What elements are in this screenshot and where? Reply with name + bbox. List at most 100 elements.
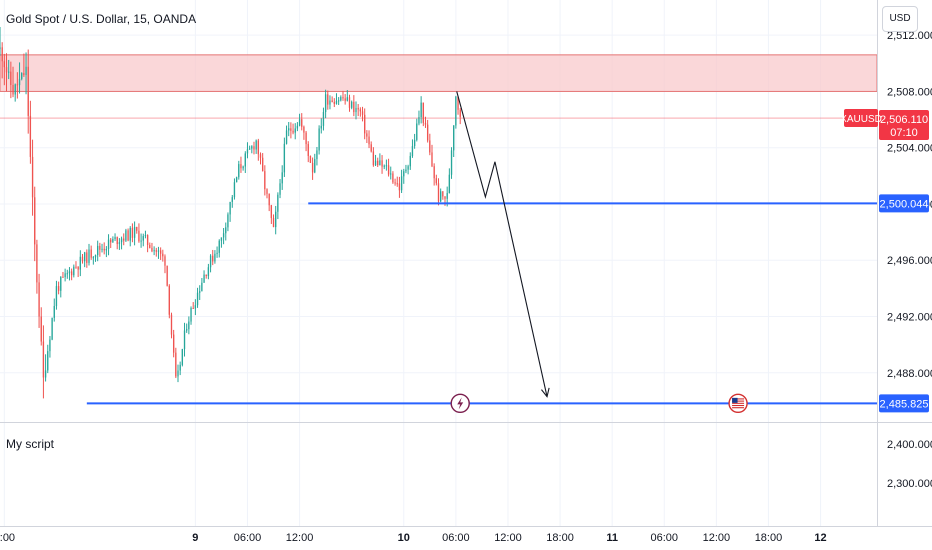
candle-body bbox=[47, 351, 49, 371]
candle bbox=[53, 298, 55, 322]
candle bbox=[44, 354, 47, 382]
candle bbox=[322, 107, 325, 131]
candle-body bbox=[290, 128, 292, 131]
candle-body bbox=[240, 164, 242, 169]
currency-button[interactable]: USD bbox=[882, 6, 918, 32]
candle-body bbox=[196, 292, 199, 306]
candle-body bbox=[53, 306, 55, 318]
candle-body bbox=[242, 166, 244, 169]
candle-body bbox=[314, 159, 316, 173]
candle bbox=[57, 281, 60, 295]
candle-body bbox=[44, 370, 47, 378]
candle bbox=[68, 267, 71, 281]
candle-body bbox=[229, 201, 231, 215]
candle-body bbox=[301, 119, 303, 127]
candle-body bbox=[199, 291, 201, 293]
candle-body bbox=[327, 94, 329, 105]
candle bbox=[144, 230, 147, 239]
candle-body bbox=[359, 109, 362, 112]
candle-body bbox=[342, 97, 344, 99]
candle-body bbox=[36, 244, 38, 283]
candle-body bbox=[83, 252, 86, 262]
candle bbox=[255, 139, 257, 154]
candle bbox=[188, 316, 190, 335]
candle bbox=[183, 322, 186, 357]
candle-body bbox=[444, 196, 446, 199]
candle bbox=[459, 108, 461, 125]
candle-body bbox=[207, 267, 210, 277]
candle bbox=[346, 90, 348, 102]
candle bbox=[218, 239, 220, 258]
candle-body bbox=[25, 66, 27, 76]
candle-body bbox=[12, 84, 14, 95]
time-tick-label: 18:00 bbox=[546, 532, 574, 544]
event-markers bbox=[450, 393, 748, 414]
candle-body bbox=[431, 152, 433, 167]
candle-body bbox=[77, 266, 79, 270]
flag-stripe bbox=[732, 398, 745, 400]
level-price-tag-bg bbox=[879, 194, 929, 213]
candle bbox=[129, 226, 131, 247]
candle-body bbox=[60, 276, 62, 291]
candle-body bbox=[416, 123, 418, 140]
candle-body bbox=[149, 244, 151, 248]
candle bbox=[51, 317, 53, 341]
candle bbox=[209, 254, 212, 273]
candle bbox=[277, 192, 279, 220]
candle-body bbox=[455, 96, 457, 126]
candle bbox=[116, 236, 118, 250]
candle bbox=[340, 95, 342, 102]
candle bbox=[38, 273, 40, 328]
candle bbox=[283, 137, 286, 177]
candle bbox=[203, 270, 205, 283]
candle bbox=[97, 240, 99, 262]
candle bbox=[251, 145, 253, 154]
flag-stripe bbox=[732, 407, 745, 409]
candle-body bbox=[303, 126, 305, 133]
candle bbox=[240, 156, 242, 173]
candle-body bbox=[62, 276, 64, 278]
candle bbox=[303, 125, 305, 140]
candle bbox=[142, 233, 144, 247]
candle bbox=[120, 236, 123, 250]
time-tick-label: 06:00 bbox=[442, 532, 470, 544]
candle bbox=[333, 98, 335, 108]
candle-body bbox=[218, 240, 220, 253]
candle-body bbox=[81, 256, 84, 262]
candle bbox=[298, 113, 301, 127]
candle bbox=[433, 163, 435, 186]
candle bbox=[101, 243, 103, 253]
candle bbox=[153, 246, 155, 256]
symbol-tag-text: XAUUSD bbox=[840, 114, 882, 125]
candle bbox=[114, 233, 116, 241]
candle-body bbox=[205, 274, 207, 277]
candle bbox=[314, 153, 316, 174]
candle bbox=[366, 130, 368, 144]
candle-body bbox=[79, 256, 81, 270]
candle-body bbox=[112, 238, 114, 243]
last-price-tag-bg bbox=[879, 110, 929, 141]
candle bbox=[400, 169, 403, 194]
candle bbox=[248, 145, 251, 150]
time-axis[interactable]: 2:00 9 06:00 12:00 10 06:00 12:00 18:00 11 06:00 1… bbox=[0, 532, 827, 544]
candle bbox=[257, 138, 259, 161]
chart-title: Gold Spot / U.S. Dollar, 15, OANDA bbox=[6, 12, 197, 26]
candle-body bbox=[320, 125, 322, 129]
candle bbox=[170, 312, 173, 339]
candle bbox=[424, 116, 427, 128]
candle-body bbox=[31, 156, 34, 198]
candle-body bbox=[170, 314, 173, 335]
price-tick-label: 2,496.000 bbox=[887, 255, 932, 267]
candle-body bbox=[164, 256, 166, 266]
candle bbox=[155, 247, 157, 257]
candle bbox=[166, 265, 168, 287]
candle bbox=[201, 278, 203, 292]
candle bbox=[216, 246, 218, 258]
price-axis[interactable]: 2,512.0002,508.0002,504.0002,500.0002,49… bbox=[887, 30, 932, 380]
candle-body bbox=[277, 194, 279, 212]
candle bbox=[355, 101, 357, 120]
candle bbox=[361, 106, 364, 122]
candle-body bbox=[86, 252, 88, 263]
